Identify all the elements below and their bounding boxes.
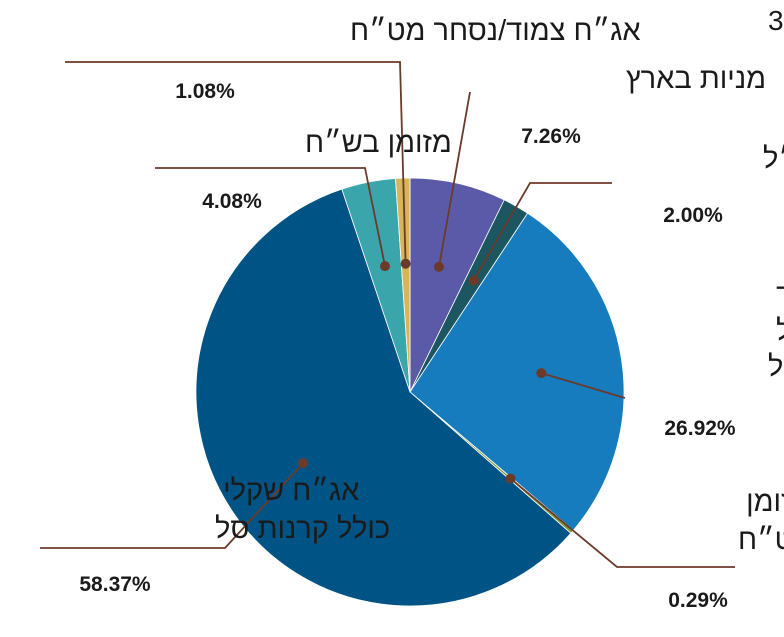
slice-label-shekel-bonds-line-1: אג״ח שקלי <box>223 475 359 507</box>
leader-line-0 <box>438 91 471 268</box>
slice-label-domestic-equity: מניות בארץ <box>626 63 766 95</box>
leader-line-3 <box>509 477 735 568</box>
slice-label-shekel-cash: מזומן בש״ח <box>305 127 452 159</box>
slice-label-cpi-bonds-line-2: מדד כולל <box>776 315 784 347</box>
leader-line-1 <box>472 182 612 281</box>
slice-label-shekel-bonds-line-2: כולל קרנות סל <box>215 513 390 545</box>
leader-lines <box>40 61 735 568</box>
slice-label-cpi-bonds-line-1: אג״ח צמוד <box>776 279 784 311</box>
slice-label-cpi-bonds-line-3: קרנות סל <box>768 351 784 383</box>
leader-dot-6 <box>400 258 411 269</box>
slice-label-fx-cash-line-1: מזומן <box>746 486 784 518</box>
slice-label-cpi-bonds: אג״ח צמוד מדד כולל קרנות סל <box>768 279 784 383</box>
leader-dot-4 <box>298 458 309 469</box>
pie-slice-4 <box>195 188 572 607</box>
leader-line-6 <box>65 61 407 264</box>
slice-value-cpi-bonds: 26.92% <box>664 417 736 440</box>
chart-title: נכון לתאריך 30.06.2025 <box>768 5 784 36</box>
slice-value-domestic-equity: 7.26% <box>521 125 581 148</box>
slice-value-shekel-bonds: 58.37% <box>79 573 151 596</box>
pie-slices <box>195 177 625 607</box>
slice-value-fx-cash: 0.29% <box>668 589 728 612</box>
leader-dot-0 <box>434 261 444 272</box>
slice-value-fx-linked-bonds: 1.08% <box>175 80 235 103</box>
leader-line-2 <box>541 372 626 399</box>
slice-label-fx-cash: מזומן במט״ח <box>738 486 784 556</box>
leader-dot-2 <box>536 368 547 379</box>
slice-label-fx-cash-line-2: במט״ח <box>738 524 784 556</box>
pie-slice-2 <box>409 212 625 531</box>
slice-value-foreign-equity: 2.00% <box>663 204 723 227</box>
slice-label-foreign-equity: מניות חו״ל <box>763 143 784 175</box>
pie-slice-0 <box>409 177 505 393</box>
leader-line-4 <box>40 462 304 549</box>
slice-label-fx-linked-bonds: אג״ח צמוד/נסחר מט״ח <box>350 15 641 47</box>
leader-line-5 <box>155 167 386 267</box>
slice-label-shekel-bonds: אג״ח שקלי כולל קרנות סל <box>215 475 390 545</box>
leader-dot-5 <box>380 261 390 272</box>
slice-value-shekel-cash: 4.08% <box>202 190 262 213</box>
leader-dot-1 <box>468 275 479 286</box>
leader-dot-3 <box>505 473 516 484</box>
